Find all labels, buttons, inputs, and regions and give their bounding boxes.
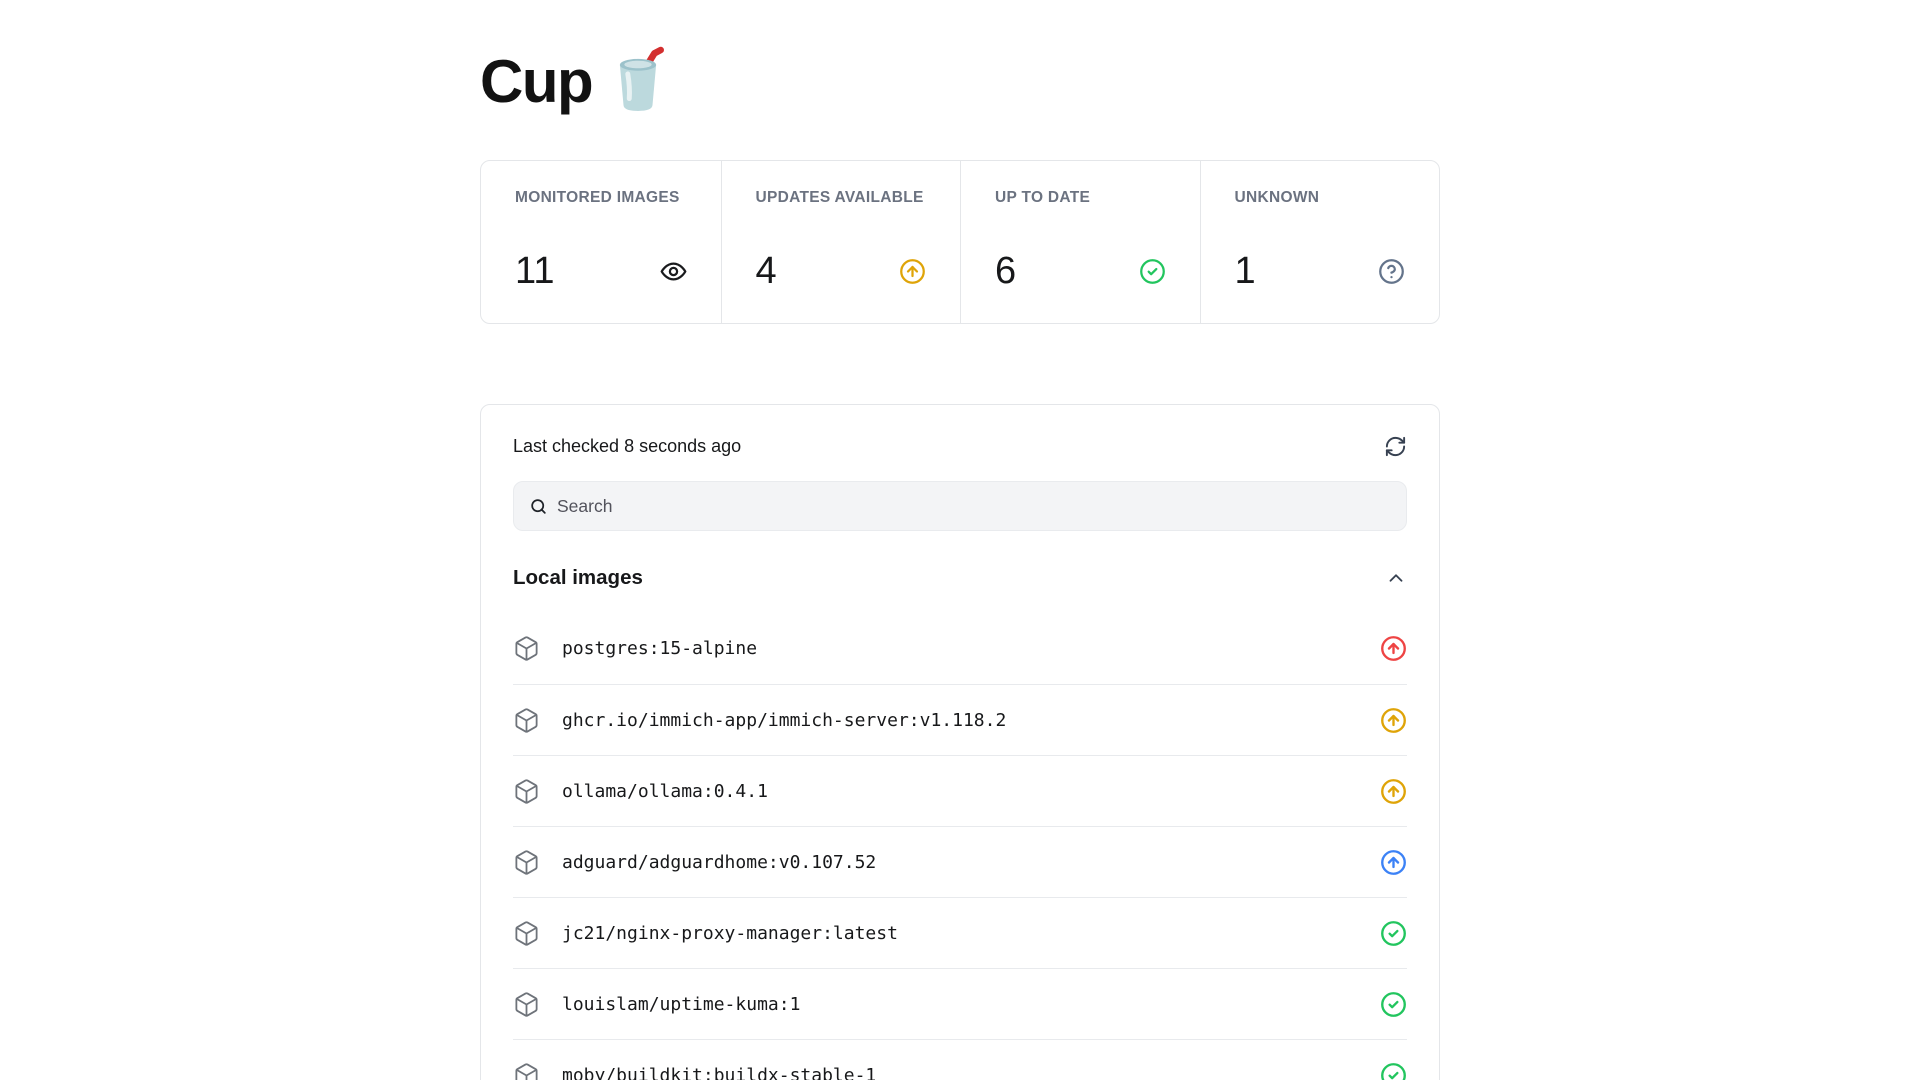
circle-check-icon [1380, 1062, 1407, 1080]
image-row[interactable]: postgres:15-alpine [513, 613, 1407, 684]
circle-arrow-up-icon [1380, 778, 1407, 805]
stat-label: UNKNOWN [1234, 189, 1320, 206]
image-row[interactable]: adguard/adguardhome:v0.107.52 [513, 826, 1407, 897]
image-name: ghcr.io/immich-app/immich-server:v1.118.… [562, 709, 1007, 731]
package-icon [513, 849, 540, 876]
circle-check-icon [1380, 920, 1407, 947]
circle-arrow-up-icon [1380, 849, 1407, 876]
circle-help-icon [1378, 258, 1405, 285]
page-content: Cup MONITORED IMAGES 11 UPDATES AVAILABL… [480, 42, 1440, 1080]
stat-updates-available: UPDATES AVAILABLE 4 [720, 161, 961, 323]
package-icon [513, 991, 540, 1018]
circle-arrow-up-icon [899, 258, 926, 285]
search-icon [529, 497, 548, 516]
cup-with-straw-emoji [610, 45, 666, 111]
stat-value: 11 [515, 250, 555, 292]
image-list: postgres:15-alpine ghcr.io/immich-app/im… [513, 613, 1407, 1080]
stat-label: UPDATES AVAILABLE [755, 189, 924, 206]
search-input[interactable] [557, 495, 1391, 517]
image-name: adguard/adguardhome:v0.107.52 [562, 851, 877, 873]
image-name: postgres:15-alpine [562, 638, 758, 659]
image-row[interactable]: louislam/uptime-kuma:1 [513, 968, 1407, 1039]
app-header: Cup [480, 42, 1440, 120]
image-row[interactable]: jc21/nginx-proxy-manager:latest [513, 897, 1407, 968]
image-name: louislam/uptime-kuma:1 [562, 993, 801, 1015]
refresh-icon[interactable] [1384, 435, 1407, 458]
package-icon [513, 778, 540, 805]
local-images-header: Local images [513, 555, 1407, 601]
image-row[interactable]: ollama/ollama:0.4.1 [513, 755, 1407, 826]
image-name: moby/buildkit:buildx-stable-1 [562, 1064, 877, 1080]
image-name: ollama/ollama:0.4.1 [562, 780, 768, 802]
circle-arrow-up-icon [1380, 707, 1407, 734]
stat-label: MONITORED IMAGES [515, 189, 680, 206]
circle-arrow-up-icon [1380, 635, 1407, 662]
stats-panel: MONITORED IMAGES 11 UPDATES AVAILABLE 4 … [480, 160, 1440, 324]
section-title: Local images [513, 566, 643, 589]
circle-check-icon [1380, 991, 1407, 1018]
last-checked-row: Last checked 8 seconds ago [513, 435, 1407, 457]
eye-icon [660, 258, 687, 285]
stat-value: 4 [755, 250, 777, 292]
package-icon [513, 1062, 540, 1080]
last-checked-text: Last checked 8 seconds ago [513, 435, 742, 456]
images-panel: Last checked 8 seconds ago Local images … [480, 404, 1440, 1080]
stat-value: 6 [995, 250, 1017, 292]
image-row[interactable]: moby/buildkit:buildx-stable-1 [513, 1039, 1407, 1080]
stat-unknown: UNKNOWN 1 [1199, 161, 1440, 323]
image-row[interactable]: ghcr.io/immich-app/immich-server:v1.118.… [513, 684, 1407, 755]
search-box[interactable] [513, 481, 1407, 531]
stat-up-to-date: UP TO DATE 6 [960, 161, 1200, 323]
image-name: jc21/nginx-proxy-manager:latest [562, 922, 898, 944]
package-icon [513, 635, 540, 662]
package-icon [513, 707, 540, 734]
stat-label: UP TO DATE [995, 189, 1091, 206]
chevron-up-icon[interactable] [1385, 567, 1407, 589]
circle-check-icon [1139, 258, 1166, 285]
stat-value: 1 [1234, 250, 1256, 292]
app-title: Cup [480, 47, 594, 115]
stat-monitored-images: MONITORED IMAGES 11 [481, 161, 721, 323]
package-icon [513, 920, 540, 947]
